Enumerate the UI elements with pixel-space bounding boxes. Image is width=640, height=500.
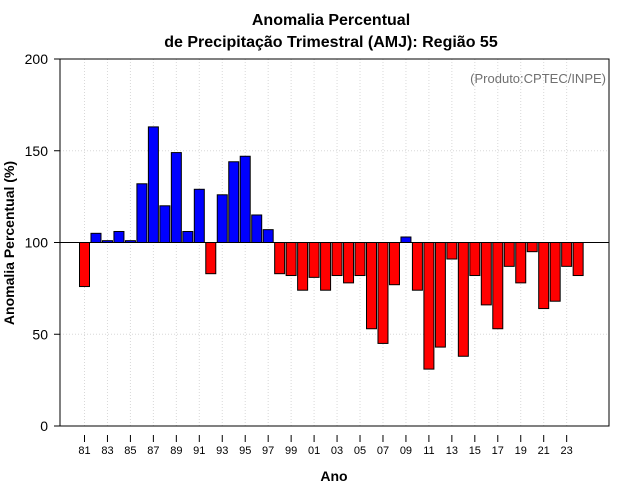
x-axis-label: Ano bbox=[320, 468, 347, 484]
bar-95 bbox=[239, 155, 251, 244]
bar-10 bbox=[411, 242, 423, 291]
bar-06 bbox=[366, 242, 377, 330]
bars bbox=[79, 126, 584, 370]
bar-82 bbox=[90, 232, 102, 243]
x-tick-label: 13 bbox=[446, 445, 458, 457]
y-tick-label: 100 bbox=[25, 235, 49, 251]
bar-04 bbox=[343, 242, 355, 284]
bar-16 bbox=[480, 242, 492, 306]
y-axis-label: Anomalia Percentual (%) bbox=[1, 161, 17, 325]
y-tick-label: 200 bbox=[25, 51, 49, 67]
bar-24 bbox=[572, 242, 584, 277]
bar-01 bbox=[308, 242, 320, 278]
bar-89 bbox=[170, 152, 182, 244]
bar-05 bbox=[354, 242, 366, 277]
bar-02 bbox=[320, 242, 332, 291]
x-tick-label: 99 bbox=[285, 445, 297, 457]
bar-20 bbox=[526, 242, 538, 253]
bar-99 bbox=[285, 242, 297, 277]
bar-90 bbox=[182, 230, 194, 244]
x-tick-label: 89 bbox=[170, 445, 182, 457]
chart-title-line2: de Precipitação Trimestral (AMJ): Região… bbox=[164, 34, 498, 51]
bar-03 bbox=[331, 242, 343, 277]
y-tick-label: 0 bbox=[40, 418, 48, 434]
x-tick-label: 19 bbox=[515, 445, 527, 457]
x-tick-label: 93 bbox=[216, 445, 228, 457]
x-tick-label: 81 bbox=[78, 445, 90, 457]
x-tick-label: 09 bbox=[400, 445, 412, 457]
x-tick-label: 05 bbox=[354, 445, 366, 457]
bar-21 bbox=[538, 242, 550, 310]
bar-13 bbox=[446, 242, 458, 260]
y-tick-label: 50 bbox=[32, 326, 48, 342]
x-tick-label: 01 bbox=[308, 445, 320, 457]
x-tick-label: 91 bbox=[193, 445, 205, 457]
bar-86 bbox=[136, 183, 148, 243]
bar-18 bbox=[503, 242, 515, 267]
bar-91 bbox=[193, 188, 205, 244]
bar-22 bbox=[549, 242, 561, 302]
bar-98 bbox=[274, 242, 286, 275]
bar-84 bbox=[113, 230, 125, 244]
bar-09 bbox=[400, 236, 412, 243]
bar-08 bbox=[388, 242, 400, 286]
x-tick-label: 03 bbox=[331, 445, 343, 457]
bar-00 bbox=[297, 242, 309, 291]
x-tick-label: 85 bbox=[124, 445, 136, 457]
x-tick-label: 83 bbox=[101, 445, 113, 457]
x-tick-label: 15 bbox=[469, 445, 481, 457]
bar-88 bbox=[159, 205, 171, 244]
bar-23 bbox=[561, 242, 573, 267]
bar-19 bbox=[515, 242, 527, 284]
chart-title-line1: Anomalia Percentual bbox=[252, 12, 410, 29]
x-tick-label: 97 bbox=[262, 445, 274, 457]
bar-81 bbox=[79, 242, 90, 288]
x-tick-label: 07 bbox=[377, 445, 389, 457]
y-axis: 0 50 100 150 200 bbox=[25, 51, 60, 434]
x-axis: 81 83 85 87 89 91 93 95 97 99 01 03 05 07 09 11 13 15 17 19… bbox=[78, 435, 573, 457]
bar-93 bbox=[216, 194, 228, 243]
bar-87 bbox=[147, 126, 159, 243]
credit-text: (Produto:CPTEC/INPE) bbox=[470, 71, 606, 86]
bar-94 bbox=[228, 161, 240, 243]
bar-11 bbox=[423, 242, 435, 370]
bar-07 bbox=[377, 242, 389, 344]
bar-14 bbox=[457, 242, 469, 357]
x-tick-label: 21 bbox=[538, 445, 550, 457]
x-tick-label: 87 bbox=[147, 445, 159, 457]
x-tick-label: 23 bbox=[561, 445, 573, 457]
y-tick-label: 150 bbox=[25, 143, 49, 159]
bar-12 bbox=[434, 242, 446, 348]
x-tick-label: 11 bbox=[423, 445, 434, 457]
bar-92 bbox=[205, 242, 217, 275]
bar-96 bbox=[251, 214, 263, 244]
bar-97 bbox=[262, 229, 274, 243]
x-tick-label: 17 bbox=[492, 445, 504, 457]
bar-15 bbox=[469, 242, 481, 277]
bar-17 bbox=[492, 242, 504, 330]
x-tick-label: 95 bbox=[239, 445, 251, 457]
